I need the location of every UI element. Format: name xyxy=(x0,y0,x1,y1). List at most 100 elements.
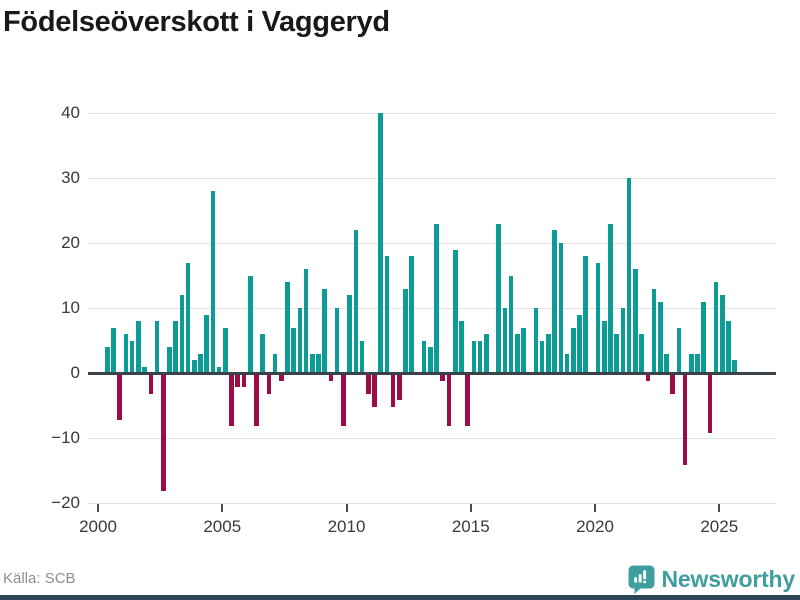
bar-2025Q1 xyxy=(720,295,725,373)
bar-2019Q1 xyxy=(570,327,576,373)
bar-2010Q3 xyxy=(359,340,365,373)
bar-2003Q1 xyxy=(173,321,178,373)
bar-2024Q4 xyxy=(713,282,719,373)
x-axis-label-2005: 2005 xyxy=(203,517,242,536)
birth-surplus-chart: 40 30 20 10 0 −10 −20 2000 2005 2010 2015 2020 2025 xyxy=(51,103,776,536)
bar-2007Q2 xyxy=(278,374,284,381)
bar-2011Q4 xyxy=(390,374,396,407)
source-label: Källa: SCB xyxy=(3,570,76,587)
bar-2001Q2 xyxy=(129,340,135,373)
bar-2002Q4 xyxy=(167,347,172,373)
bar-2023Q2 xyxy=(676,327,682,373)
footer-strip xyxy=(0,595,800,600)
bar-2013Q1 xyxy=(421,340,427,373)
y-axis-label-30: 30 xyxy=(61,168,80,187)
bar-2024Q2 xyxy=(701,301,706,373)
bar-2014Q3 xyxy=(459,321,464,373)
y-axis-label-10: 10 xyxy=(61,298,80,317)
bar-2020Q1 xyxy=(595,262,601,373)
bar-2014Q1 xyxy=(446,374,452,426)
bar-2023Q4 xyxy=(688,353,694,373)
gridline-y30 xyxy=(88,177,776,179)
x-axis-label-2000: 2000 xyxy=(79,517,117,536)
bar-2010Q1 xyxy=(347,295,352,373)
gridline-y40 xyxy=(88,112,776,114)
bar-2011Q3 xyxy=(384,256,390,373)
bar-2018Q3 xyxy=(558,243,564,373)
bar-2007Q4 xyxy=(291,327,296,373)
bar-2020Q2 xyxy=(602,321,607,373)
bar-2005Q1 xyxy=(223,327,228,373)
bar-2012Q1 xyxy=(397,374,402,400)
bar-2025Q3 xyxy=(732,360,738,373)
bar-2020Q4 xyxy=(614,334,620,373)
bar-2021Q2 xyxy=(626,178,632,373)
bar-2003Q2 xyxy=(179,295,185,373)
bar-2006Q3 xyxy=(260,334,265,373)
y-axis-label-40: 40 xyxy=(61,103,80,122)
x-axis-label-2025: 2025 xyxy=(700,517,739,536)
bar-2001Q3 xyxy=(136,321,141,373)
x-axis-tick-2025 xyxy=(718,504,721,512)
bar-2005Q2 xyxy=(229,374,234,426)
bar-2013Q3 xyxy=(434,223,439,373)
bar-2010Q4 xyxy=(365,374,371,394)
chart-title: Födelseöverskott i Vaggeryd xyxy=(3,6,390,38)
bar-2008Q1 xyxy=(297,308,303,373)
brand-wordmark: Newsworthy xyxy=(661,566,796,592)
bar-2013Q4 xyxy=(440,374,446,381)
bar-2006Q1 xyxy=(247,275,253,373)
y-axis-label--20: −20 xyxy=(51,493,80,512)
bar-2007Q1 xyxy=(272,353,278,373)
bar-2014Q4 xyxy=(465,374,470,426)
bar-2009Q2 xyxy=(328,374,334,381)
bar-2021Q1 xyxy=(620,308,626,373)
bar-2023Q3 xyxy=(682,374,688,465)
x-axis-tick-2000 xyxy=(97,504,99,512)
bar-2008Q3 xyxy=(310,353,315,373)
bar-2010Q2 xyxy=(353,230,359,373)
bar-2002Q3 xyxy=(160,374,166,491)
bar-2006Q4 xyxy=(266,374,272,394)
x-axis-label-2010: 2010 xyxy=(327,517,366,536)
bar-2025Q2 xyxy=(726,321,731,373)
gridline-y-10 xyxy=(88,437,776,439)
bar-2023Q1 xyxy=(670,374,675,394)
bar-2016Q2 xyxy=(502,308,508,373)
bar-2001Q4 xyxy=(142,366,147,373)
bar-2022Q1 xyxy=(645,374,651,381)
bar-2015Q2 xyxy=(477,340,483,373)
bar-2000Q2 xyxy=(105,347,110,373)
bar-2022Q3 xyxy=(657,301,663,373)
bar-2017Q4 xyxy=(539,340,545,373)
bar-2000Q3 xyxy=(111,327,116,373)
bar-2002Q1 xyxy=(148,374,154,394)
bar-2001Q1 xyxy=(123,334,129,373)
newsworthy-logo-icon xyxy=(628,565,655,594)
bar-2016Q4 xyxy=(515,334,520,373)
bar-2019Q3 xyxy=(583,256,588,373)
bar-2021Q4 xyxy=(639,334,644,373)
bar-2018Q1 xyxy=(546,334,551,373)
bar-2012Q2 xyxy=(403,288,408,373)
bar-2022Q2 xyxy=(651,288,657,373)
bar-2015Q3 xyxy=(483,334,489,373)
y-axis-label--10: −10 xyxy=(51,428,80,447)
x-axis-tick-2020 xyxy=(594,504,596,512)
bar-2012Q3 xyxy=(409,256,415,373)
bar-2004Q1 xyxy=(198,353,203,373)
x-axis-label-2020: 2020 xyxy=(576,517,614,536)
bar-2015Q1 xyxy=(471,340,477,373)
bar-2011Q1 xyxy=(372,374,377,407)
bar-2004Q2 xyxy=(204,314,209,373)
bar-2014Q2 xyxy=(452,249,458,373)
bar-2004Q4 xyxy=(216,366,222,373)
x-axis-tick-2005 xyxy=(221,504,224,512)
bar-2018Q4 xyxy=(564,353,570,373)
bar-2003Q4 xyxy=(191,360,197,373)
bar-2009Q1 xyxy=(322,288,328,373)
bar-2008Q4 xyxy=(316,353,321,373)
bar-2002Q2 xyxy=(154,321,160,373)
gridline-y10 xyxy=(88,307,776,309)
